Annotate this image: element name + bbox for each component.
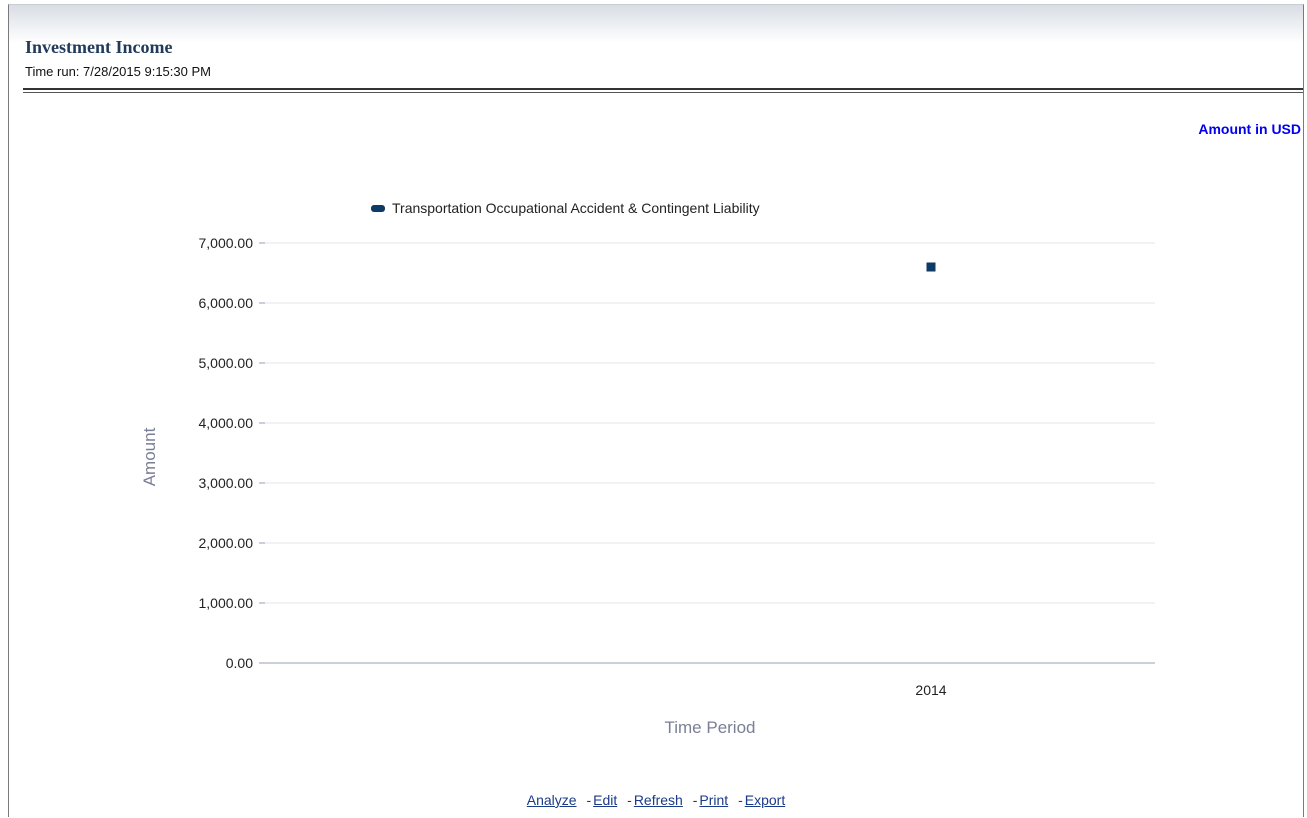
data-point[interactable] — [926, 262, 936, 272]
y-tick-label: 5,000.00 — [199, 355, 254, 371]
y-axis-title: Amount — [140, 427, 159, 486]
y-tick-label: 1,000.00 — [199, 595, 254, 611]
legend[interactable]: Transportation Occupational Accident & C… — [371, 200, 760, 216]
time-run-label: Time run: 7/28/2015 9:15:30 PM — [25, 64, 211, 79]
gridlines — [265, 242, 1155, 604]
data-points — [926, 262, 936, 272]
header-divider-secondary — [23, 92, 1303, 93]
export-link[interactable]: Export — [744, 792, 786, 808]
link-separator: - — [738, 792, 743, 808]
report-header: Investment Income Time run: 7/28/2015 9:… — [9, 5, 1303, 89]
legend-label: Transportation Occupational Accident & C… — [392, 200, 760, 216]
link-separator: - — [586, 792, 592, 808]
refresh-link[interactable]: Refresh — [633, 792, 683, 808]
analyze-link[interactable]: Analyze — [526, 792, 577, 808]
chart: 0.00 1,000.00 2,000.00 3,000.00 4,000.00 5,00… — [140, 200, 1155, 737]
legend-marker — [371, 205, 385, 212]
report-title: Investment Income — [25, 37, 173, 57]
y-axis-ticks: 0.00 1,000.00 2,000.00 3,000.00 4,000.00 5,00… — [199, 235, 265, 671]
x-axis-ticks: 2014 — [915, 682, 946, 698]
y-tick-label: 0.00 — [226, 655, 253, 671]
y-tick-label: 4,000.00 — [199, 415, 254, 431]
link-separator: - — [692, 792, 698, 808]
report-actions: Analyze - Edit - Refresh - Print - Export — [9, 792, 1303, 808]
link-separator: - — [627, 792, 632, 808]
amount-unit-note: Amount in USD — [1198, 121, 1301, 137]
y-tick-label: 7,000.00 — [199, 235, 254, 251]
y-tick-label: 3,000.00 — [199, 475, 254, 491]
x-tick-label: 2014 — [915, 682, 946, 698]
x-axis-title: Time Period — [664, 718, 755, 737]
header-divider — [23, 88, 1303, 90]
report-panel: Investment Income Time run: 7/28/2015 9:… — [8, 4, 1304, 817]
y-tick-label: 6,000.00 — [199, 295, 254, 311]
edit-link[interactable]: Edit — [593, 792, 618, 808]
print-link[interactable]: Print — [699, 792, 729, 808]
y-tick-label: 2,000.00 — [199, 535, 254, 551]
